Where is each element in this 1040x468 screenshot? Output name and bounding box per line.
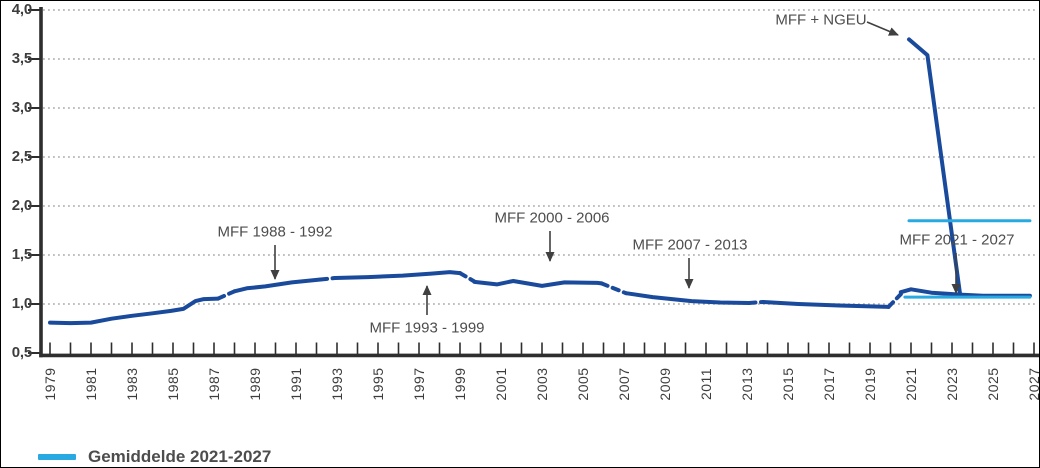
x-axis-label: 1985: [165, 367, 181, 401]
x-axis-label: 1979: [42, 367, 58, 401]
axis-lines: [39, 7, 1039, 358]
x-axis-label: 2017: [821, 367, 837, 401]
x-axis-label: 1987: [206, 367, 222, 401]
x-axis-label: 1981: [83, 367, 99, 401]
y-axis-label: 4,0: [11, 1, 32, 18]
x-axis-label: 2025: [985, 367, 1001, 401]
x-axis-label: 2013: [739, 367, 755, 401]
y-axis-label: 2,0: [11, 197, 32, 214]
legend: Gemiddelde 2021-2027: [1, 445, 1039, 467]
legend-label: Gemiddelde 2021-2027: [88, 447, 272, 466]
legend-line-swatch: [38, 454, 76, 460]
x-axis-label: 1999: [452, 367, 468, 401]
series-line-mff: [886, 292, 903, 309]
annotation-arrows: [270, 21, 961, 315]
y-axis-label: 2,5: [11, 148, 32, 165]
x-axis-label: 2019: [862, 367, 878, 401]
series-line-mff: [318, 276, 337, 282]
annotation-label: MFF 1993 - 1999: [369, 319, 485, 337]
y-axis-label: 3,0: [11, 99, 32, 116]
y-axis-label: 1,0: [11, 295, 32, 312]
x-axis-label: 2023: [944, 367, 960, 401]
x-axis-label: 1983: [124, 367, 140, 401]
axis-ticks: [28, 9, 1035, 355]
annotation-arrow: [866, 21, 899, 36]
y-axis-label: 3,5: [11, 50, 32, 67]
series-line-mff: [333, 270, 462, 280]
series-line-mff: [458, 271, 477, 284]
series-line-mff-ngeu: [907, 37, 963, 298]
series-line-mff: [472, 279, 604, 288]
gridlines: [43, 9, 1038, 305]
x-axis-label: 1989: [247, 367, 263, 401]
x-axis-label: 2007: [616, 367, 632, 401]
x-axis-label: 1997: [411, 367, 427, 401]
annotation-label: MFF 2007 - 2013: [632, 236, 748, 254]
annotation-label: MFF 2000 - 2006: [494, 209, 610, 227]
series-line-mff: [898, 287, 1032, 298]
series-line-mff: [232, 277, 323, 294]
data-series: [48, 37, 1032, 326]
x-axis-label: 2003: [534, 367, 550, 401]
series-line-mff: [599, 281, 628, 296]
x-axis-label: 1991: [288, 367, 304, 401]
y-axis-label: 0,5: [11, 344, 32, 361]
y-axis-label: 1,5: [11, 246, 32, 263]
x-axis-label: 2009: [657, 367, 673, 401]
annotation-label: MFF + NGEU: [775, 11, 867, 29]
series-line-mff: [761, 300, 891, 309]
series-line-mff: [624, 291, 751, 305]
series-line-mff: [747, 300, 766, 305]
x-axis-label: 1995: [370, 367, 386, 401]
series-line-mff: [216, 289, 237, 301]
x-axis-label: 2011: [698, 367, 714, 401]
x-axis-label: 2027: [1026, 367, 1040, 401]
annotation-label: MFF 2021 - 2027: [899, 231, 1015, 249]
x-axis-label: 2005: [575, 367, 591, 401]
x-axis-label: 2015: [780, 367, 796, 401]
x-axis-label: 2021: [903, 367, 919, 401]
annotation-label: MFF 1988 - 1992: [217, 223, 333, 241]
x-axis-label: 1993: [329, 367, 345, 401]
series-line-mff: [48, 296, 221, 326]
x-axis-label: 2001: [493, 367, 509, 401]
